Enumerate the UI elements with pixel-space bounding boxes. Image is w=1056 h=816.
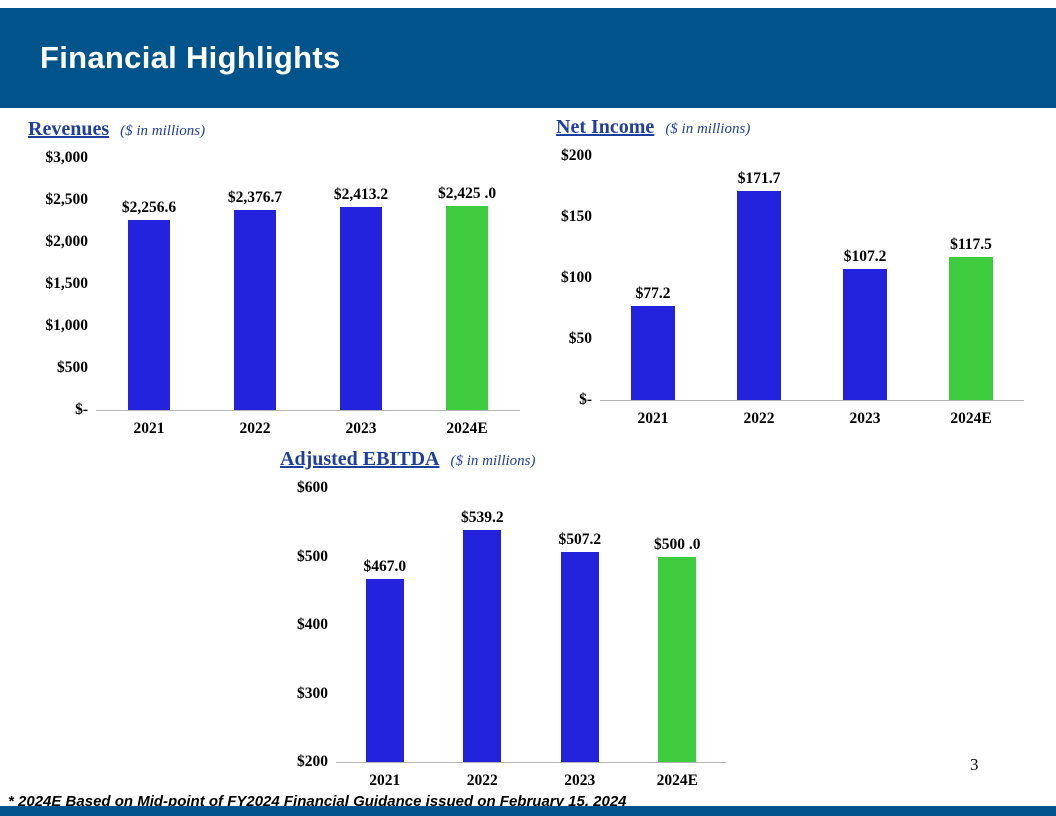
plot-column: $467.0 $539.2 $507.2 $500 .0 2021 2022 2023 20…: [336, 488, 726, 790]
category-label: 2022: [743, 410, 775, 427]
revenues-chart: Revenues ($ in millions) $3,000 $2,500 $2,…: [28, 118, 520, 438]
bar-value-label: $539.2: [460, 508, 504, 526]
category-label: 2023: [345, 420, 377, 437]
y-axis: $3,000 $2,500 $2,000 $1,500 $1,000 $500 $-: [28, 149, 96, 418]
bar: [843, 269, 887, 400]
y-tick-label: $50: [568, 330, 592, 347]
bar-value-label: $2,376.7: [227, 189, 283, 207]
bar-value-label: $500 .0: [654, 535, 701, 553]
bar: [365, 579, 404, 762]
chart-subtitle: ($ in millions): [450, 453, 536, 469]
chart-header: Net Income ($ in millions): [556, 116, 1024, 142]
y-tick-label: $600: [297, 479, 328, 496]
y-tick-label: $-: [579, 391, 592, 408]
bar-group: $171.7: [706, 156, 812, 400]
category-label: 2021: [369, 772, 401, 789]
plot-area: $2,256.6 $2,376.7 $2,413.2 $2,425 .0: [96, 158, 520, 411]
y-tick-label: $3,000: [45, 149, 88, 166]
plot-column: $77.2 $171.7 $107.2 $117.5 2021 2022 2023 2024…: [600, 156, 1024, 428]
bar-value-label: $77.2: [635, 284, 671, 302]
bar: [949, 256, 993, 400]
y-axis: $600 $500 $400 $300 $200: [280, 479, 336, 770]
bar-value-label: $107.2: [843, 248, 887, 266]
category-label: 2024E: [656, 772, 698, 789]
slide-title: Financial Highlights: [40, 40, 341, 75]
bar: [737, 190, 781, 400]
chart-subtitle: ($ in millions): [120, 123, 206, 139]
bar-group: $467.0: [336, 488, 434, 762]
footer-band: [0, 806, 1056, 816]
category-label: 2021: [637, 410, 669, 427]
y-tick-label: $500: [57, 359, 88, 376]
category-label: 2022: [466, 772, 498, 789]
y-tick-label: $1,000: [45, 317, 88, 334]
bar: [446, 206, 488, 410]
bar-group: $2,425 .0: [414, 158, 520, 410]
footnote: * 2024E Based on Mid-point of FY2024 Fin…: [8, 793, 627, 810]
bar-group: $2,376.7: [202, 158, 308, 410]
bar-group: $77.2: [600, 156, 706, 400]
bar: [560, 551, 599, 762]
category-label: 2021: [133, 420, 165, 437]
y-tick-label: $2,000: [45, 233, 88, 250]
chart-body: $3,000 $2,500 $2,000 $1,500 $1,000 $500 $- $2,…: [28, 149, 520, 438]
bar: [234, 210, 276, 410]
plot-area: $467.0 $539.2 $507.2 $500 .0: [336, 488, 726, 763]
bar-group: $507.2: [531, 488, 629, 762]
y-tick-label: $500: [297, 547, 328, 565]
bar: [631, 305, 675, 400]
chart-subtitle: ($ in millions): [665, 121, 751, 137]
category-label: 2022: [239, 420, 271, 437]
y-tick-label: $200: [297, 753, 328, 770]
bar-value-label: $171.7: [737, 169, 781, 187]
bar-group: $500 .0: [629, 488, 727, 762]
category-label: 2024E: [950, 410, 992, 427]
plot-column: $2,256.6 $2,376.7 $2,413.2 $2,425 .0 2021 20…: [96, 158, 520, 438]
header-band: Financial Highlights: [0, 8, 1056, 108]
page-number: 3: [970, 755, 979, 774]
chart-title: Net Income: [556, 116, 655, 138]
plot-area: $77.2 $171.7 $107.2 $117.5: [600, 156, 1024, 401]
chart-header: Revenues ($ in millions): [28, 118, 520, 144]
y-tick-label: $150: [561, 208, 592, 225]
y-tick-label: $2,500: [45, 191, 88, 208]
chart-body: $600 $500 $400 $300 $200 $467.0 $539.2 $507.2 $…: [280, 479, 726, 790]
y-tick-label: $300: [297, 684, 328, 702]
x-axis: 2021 2022 2023 2024E: [96, 420, 520, 438]
bar-value-label: $507.2: [558, 530, 602, 548]
bar: [658, 556, 697, 762]
bar-value-label: $2,425 .0: [437, 185, 497, 203]
category-label: 2023: [849, 410, 881, 427]
bar-group: $107.2: [812, 156, 918, 400]
x-axis: 2021 2022 2023 2024E: [336, 772, 726, 790]
net-income-chart: Net Income ($ in millions) $200 $150 $100 $…: [556, 116, 1024, 428]
x-axis: 2021 2022 2023 2024E: [600, 410, 1024, 428]
y-tick-label: $-: [75, 401, 88, 418]
chart-header: Adjusted EBITDA ($ in millions): [280, 448, 726, 474]
chart-title: Revenues: [28, 118, 110, 140]
category-label: 2024E: [446, 420, 488, 437]
bar-group: $2,413.2: [308, 158, 414, 410]
category-label: 2023: [564, 772, 596, 789]
bar-value-label: $2,256.6: [121, 199, 177, 217]
y-tick-label: $1,500: [45, 275, 88, 292]
chart-body: $200 $150 $100 $50 $- $77.2 $171.7 $107.2 $117.…: [556, 147, 1024, 428]
bar-group: $2,256.6: [96, 158, 202, 410]
chart-title: Adjusted EBITDA: [280, 448, 440, 470]
bar-value-label: $2,413.2: [333, 186, 389, 204]
y-tick-label: $200: [561, 147, 592, 164]
adjusted-ebitda-chart: Adjusted EBITDA ($ in millions) $600 $500…: [280, 448, 726, 790]
bar-value-label: $467.0: [363, 558, 407, 576]
y-tick-label: $100: [561, 269, 592, 286]
bar-group: $539.2: [434, 488, 532, 762]
bar-value-label: $117.5: [950, 235, 992, 253]
bar-group: $117.5: [918, 156, 1024, 400]
y-tick-label: $400: [297, 616, 328, 633]
bar: [463, 529, 502, 762]
y-axis: $200 $150 $100 $50 $-: [556, 147, 600, 408]
bar: [340, 207, 382, 410]
bar: [128, 220, 170, 410]
